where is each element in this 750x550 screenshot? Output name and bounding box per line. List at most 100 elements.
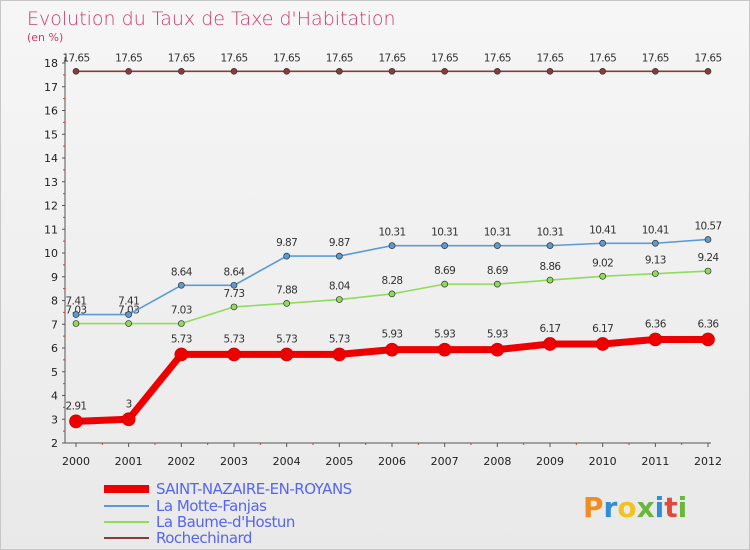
data-label: 5.73 <box>329 333 350 345</box>
data-point <box>651 67 659 75</box>
data-label: 10.31 <box>431 227 458 239</box>
y-tick-label: 15 <box>44 128 58 141</box>
data-point <box>385 342 399 357</box>
legend-label: Rochechinard <box>156 529 252 547</box>
y-tick-label: 3 <box>51 413 58 426</box>
legend-label: La Motte-Fanjas <box>156 497 267 515</box>
x-tick-label: 2007 <box>431 455 459 468</box>
x-tick-label: 2000 <box>62 455 90 468</box>
legend-item-1: La Motte-Fanjas <box>104 497 268 515</box>
chart-title: Evolution du Taux de Taxe d'Habitation <box>27 8 396 30</box>
data-point <box>72 320 80 327</box>
y-tick-label: 9 <box>51 271 58 284</box>
series-2: 7.03 7.03 7.03 7.73 7.88 8.04 8.28 8.69 8.69 8.86… <box>66 252 720 327</box>
data-point <box>230 303 238 311</box>
data-point <box>546 276 554 284</box>
data-label: 9.87 <box>329 237 350 249</box>
data-label: 10.31 <box>536 227 563 239</box>
data-point <box>441 67 449 75</box>
data-label: 17.65 <box>378 52 405 64</box>
data-point <box>283 252 291 260</box>
data-point <box>283 67 291 75</box>
x-tick-label: 2008 <box>483 455 511 468</box>
data-point <box>701 332 715 347</box>
legend-item-3: Rochechinard <box>104 529 252 547</box>
data-point <box>177 320 185 327</box>
data-label: 5.93 <box>382 329 403 341</box>
data-point <box>125 320 133 327</box>
x-tick-label: 2001 <box>115 455 143 468</box>
x-tick-label: 2009 <box>536 455 564 468</box>
data-point <box>125 311 133 318</box>
data-label: 17.65 <box>62 52 89 64</box>
data-point <box>441 280 449 288</box>
y-tick-label: 2 <box>51 437 58 450</box>
data-label: 6.17 <box>540 323 561 335</box>
series-layer: 17.65 17.65 17.65 17.65 17.65 17.65 17.65 17.65… <box>62 52 722 429</box>
data-point <box>648 332 663 347</box>
x-tick-label: 2011 <box>641 455 669 468</box>
y-tick-label: 17 <box>44 81 58 94</box>
y-tick-label: 16 <box>44 105 58 118</box>
y-tick-label: 8 <box>51 295 58 308</box>
x-tick-label: 2012 <box>694 455 722 468</box>
data-label: 17.65 <box>536 52 563 64</box>
data-label: 7.03 <box>118 305 139 317</box>
data-label: 17.65 <box>642 52 669 64</box>
data-point <box>335 252 343 260</box>
data-label: 10.41 <box>642 224 669 236</box>
data-label: 6.36 <box>698 318 720 330</box>
x-tick-label: 2003 <box>220 455 248 468</box>
legend-item-2: La Baume-d'Hostun <box>104 513 295 531</box>
data-label: 8.28 <box>382 275 403 287</box>
y-tick-label: 6 <box>51 342 58 355</box>
y-tick-label: 10 <box>44 247 58 260</box>
data-point <box>388 242 396 249</box>
data-point <box>72 311 80 318</box>
data-point <box>335 296 343 303</box>
data-label: 8.04 <box>329 281 351 293</box>
legend-label: SAINT-NAZAIRE-EN-ROYANS <box>156 480 352 498</box>
data-point <box>599 67 607 75</box>
data-label: 9.02 <box>592 257 613 269</box>
data-label: 6.17 <box>592 323 613 335</box>
data-point <box>279 347 294 362</box>
x-tick-label: 2002 <box>167 455 195 468</box>
data-label: 17.65 <box>484 52 511 64</box>
data-point <box>227 347 241 362</box>
data-label: 10.41 <box>589 224 616 236</box>
y-tick-label: 12 <box>44 200 58 213</box>
data-point <box>441 242 449 249</box>
data-label: 10.31 <box>378 227 405 239</box>
data-label: 8.69 <box>434 265 455 277</box>
data-point <box>546 67 554 75</box>
series-0: 2.91 3 5.73 5.73 5.73 5.73 5.93 5.93 5.93 6.17 6.1… <box>66 318 720 429</box>
data-point <box>335 67 343 75</box>
data-point <box>704 267 712 275</box>
data-label: 5.73 <box>224 333 245 345</box>
data-point <box>704 236 712 243</box>
data-label: 7.41 <box>66 296 87 308</box>
data-point <box>72 67 80 75</box>
data-label: 7.03 <box>66 305 87 317</box>
data-point <box>651 270 659 278</box>
data-point <box>490 342 505 357</box>
data-label: 17.65 <box>326 52 353 64</box>
data-point <box>283 300 291 307</box>
data-point <box>651 239 659 247</box>
data-label: 8.69 <box>487 265 508 277</box>
series-1: 7.41 7.41 8.64 8.64 9.87 9.87 10.31 10.31 10.31 1… <box>66 220 722 318</box>
data-label: 5.93 <box>434 329 455 341</box>
data-point <box>69 414 83 429</box>
data-point <box>125 67 133 75</box>
data-label: 17.65 <box>694 52 721 64</box>
x-tick-label: 2006 <box>378 455 406 468</box>
data-label: 17.65 <box>168 52 195 64</box>
y-tick-label: 13 <box>44 176 58 189</box>
data-point <box>437 342 452 357</box>
data-label: 17.65 <box>589 52 616 64</box>
data-label: 17.65 <box>115 52 142 64</box>
data-point <box>177 67 185 75</box>
data-label: 7.41 <box>118 296 139 308</box>
